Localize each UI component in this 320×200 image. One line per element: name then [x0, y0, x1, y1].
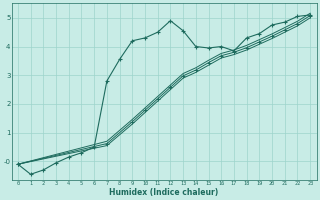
X-axis label: Humidex (Indice chaleur): Humidex (Indice chaleur): [109, 188, 219, 197]
